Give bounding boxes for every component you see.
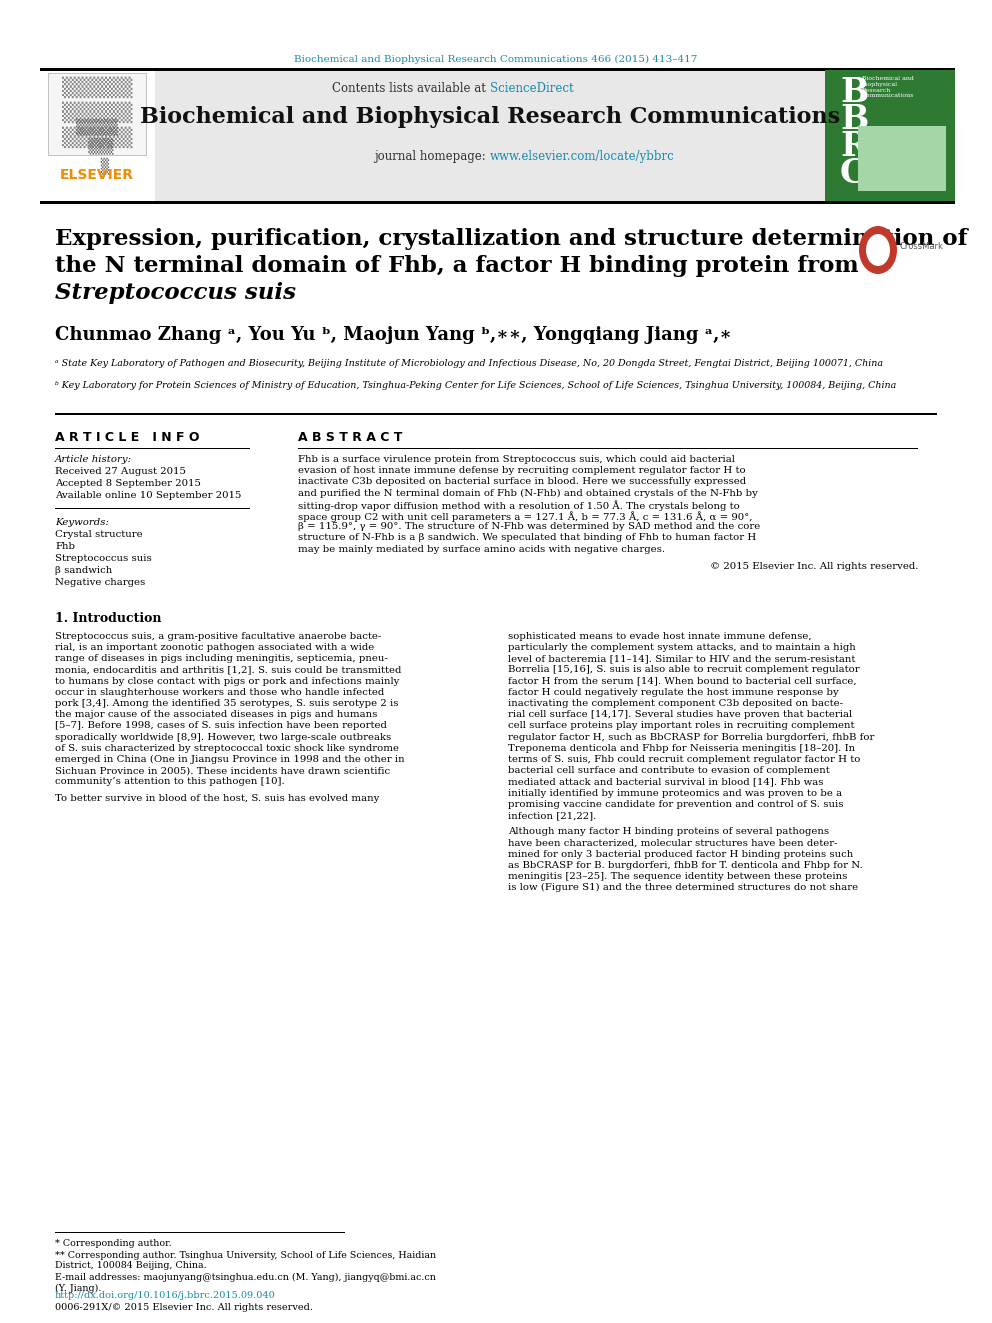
Text: promising vaccine candidate for prevention and control of S. suis: promising vaccine candidate for preventi… [508,800,843,808]
Text: Streptococcus suis, a gram-positive facultative anaerobe bacte-: Streptococcus suis, a gram-positive facu… [55,632,381,640]
Bar [858,126,946,191]
Text: evasion of host innate immune defense by recruiting complement regulator factor : evasion of host innate immune defense by… [298,466,746,475]
Text: Sichuan Province in 2005). These incidents have drawn scientific: Sichuan Province in 2005). These inciden… [55,766,390,775]
Text: C: C [840,157,866,191]
Bar [40,67,955,70]
Bar [48,73,146,155]
Text: Negative charges: Negative charges [55,578,145,587]
Text: may be mainly mediated by surface amino acids with negative charges.: may be mainly mediated by surface amino … [298,545,665,553]
Text: sophisticated means to evade host innate immune defense,: sophisticated means to evade host innate… [508,632,811,640]
Text: Article history:: Article history: [55,455,132,464]
Text: emerged in China (One in Jiangsu Province in 1998 and the other in: emerged in China (One in Jiangsu Provinc… [55,755,405,765]
Text: inactivating the complement component C3b deposited on bacte-: inactivating the complement component C3… [508,699,843,708]
Text: ᵃ State Key Laboratory of Pathogen and Biosecurity, Beijing Institute of Microbi: ᵃ State Key Laboratory of Pathogen and B… [55,359,883,368]
Text: © 2015 Elsevier Inc. All rights reserved.: © 2015 Elsevier Inc. All rights reserved… [709,562,918,570]
Text: CrossMark: CrossMark [900,242,943,251]
Text: mined for only 3 bacterial produced factor H binding proteins such: mined for only 3 bacterial produced fact… [508,849,853,859]
Text: A R T I C L E   I N F O: A R T I C L E I N F O [55,431,199,445]
Text: R: R [840,130,868,163]
Text: space group C2 with unit cell parameters a = 127.1 Å, b = 77.3 Å, c = 131.6 Å, α: space group C2 with unit cell parameters… [298,511,753,521]
Text: Although many factor H binding proteins of several pathogens: Although many factor H binding proteins … [508,827,829,836]
Text: Chunmao Zhang ᵃ, You Yu ᵇ, Maojun Yang ᵇ,∗∗, Yongqiang Jiang ᵃ,∗: Chunmao Zhang ᵃ, You Yu ᵇ, Maojun Yang ᵇ… [55,325,732,344]
Text: Contents lists available at: Contents lists available at [332,82,490,95]
Text: Expression, purification, crystallization and structure determination of: Expression, purification, crystallizatio… [55,228,967,250]
Text: Streptococcus suis: Streptococcus suis [55,282,296,304]
Text: and purified the N terminal domain of Fhb (N-Fhb) and obtained crystals of the N: and purified the N terminal domain of Fh… [298,488,758,497]
Text: To better survive in blood of the host, S. suis has evolved many: To better survive in blood of the host, … [55,794,379,803]
Text: Borrelia [15,16], S. suis is also able to recruit complement regulator: Borrelia [15,16], S. suis is also able t… [508,665,860,675]
Text: inactivate C3b deposited on bacterial surface in blood. Here we successfully exp: inactivate C3b deposited on bacterial su… [298,478,746,487]
Text: have been characterized, molecular structures have been deter-: have been characterized, molecular struc… [508,839,837,848]
Text: ▒▒▒▒▒▒
▒▒▒▒▒▒
▒▒▒▒▒▒: ▒▒▒▒▒▒ ▒▒▒▒▒▒ ▒▒▒▒▒▒ [62,75,132,148]
Text: Fhb: Fhb [55,542,75,550]
Text: as BbCRASP for B. burgdorferi, fhbB for T. denticola and Fhbp for N.: as BbCRASP for B. burgdorferi, fhbB for … [508,861,863,869]
Text: particularly the complement system attacks, and to maintain a high: particularly the complement system attac… [508,643,856,652]
Text: Biochemical and Biophysical Research Communications 466 (2015) 413–417: Biochemical and Biophysical Research Com… [295,56,697,64]
Text: ▒▒▒▒▒
 ▒▒▒
  ▒: ▒▒▒▒▒ ▒▒▒ ▒ [76,118,118,175]
Text: structure of N-Fhb is a β sandwich. We speculated that binding of Fhb to human f: structure of N-Fhb is a β sandwich. We s… [298,533,756,542]
Text: terms of S. suis, Fhb could recruit complement regulator factor H to: terms of S. suis, Fhb could recruit comp… [508,755,860,763]
Ellipse shape [859,226,897,274]
Text: β = 115.9°, γ = 90°. The structure of N-Fhb was determined by SAD method and the: β = 115.9°, γ = 90°. The structure of N-… [298,523,760,532]
Text: * Corresponding author.: * Corresponding author. [55,1240,172,1248]
Text: Received 27 August 2015: Received 27 August 2015 [55,467,186,476]
Text: 0006-291X/© 2015 Elsevier Inc. All rights reserved.: 0006-291X/© 2015 Elsevier Inc. All right… [55,1303,313,1312]
Text: ELSEVIER: ELSEVIER [60,168,134,183]
Text: rial, is an important zoonotic pathogen associated with a wide: rial, is an important zoonotic pathogen … [55,643,374,652]
Text: Streptococcus suis: Streptococcus suis [55,554,152,564]
Text: level of bacteremia [11–14]. Similar to HIV and the serum-resistant: level of bacteremia [11–14]. Similar to … [508,654,855,663]
Text: Available online 10 September 2015: Available online 10 September 2015 [55,491,241,500]
Text: B: B [840,103,868,136]
Text: Biochemical and
Biophysical
Research
Communications: Biochemical and Biophysical Research Com… [862,75,915,98]
Text: monia, endocarditis and arthritis [1,2]. S. suis could be transmitted: monia, endocarditis and arthritis [1,2].… [55,665,402,675]
Bar [55,413,937,414]
Text: sporadically worldwide [8,9]. However, two large-scale outbreaks: sporadically worldwide [8,9]. However, t… [55,733,391,742]
Text: infection [21,22].: infection [21,22]. [508,811,596,820]
Text: of S. suis characterized by streptococcal toxic shock like syndrome: of S. suis characterized by streptococca… [55,744,399,753]
Text: Crystal structure: Crystal structure [55,531,143,538]
Text: meningitis [23–25]. The sequence identity between these proteins: meningitis [23–25]. The sequence identit… [508,872,847,881]
Text: initially identified by immune proteomics and was proven to be a: initially identified by immune proteomic… [508,789,842,798]
Text: regulator factor H, such as BbCRASP for Borrelia burgdorferi, fhbB for: regulator factor H, such as BbCRASP for … [508,733,874,742]
Text: www.elsevier.com/locate/ybbrc: www.elsevier.com/locate/ybbrc [490,149,675,163]
Text: the N terminal domain of Fhb, a factor H binding protein from: the N terminal domain of Fhb, a factor H… [55,255,859,277]
Text: range of diseases in pigs including meningitis, septicemia, pneu-: range of diseases in pigs including meni… [55,654,388,663]
Text: community’s attention to this pathogen [10].: community’s attention to this pathogen [… [55,778,285,786]
Text: Fhb is a surface virulence protein from Streptococcus suis, which could aid bact: Fhb is a surface virulence protein from … [298,455,735,464]
Text: [5–7]. Before 1998, cases of S. suis infection have been reported: [5–7]. Before 1998, cases of S. suis inf… [55,721,387,730]
Text: β sandwich: β sandwich [55,566,112,576]
Text: to humans by close contact with pigs or pork and infections mainly: to humans by close contact with pigs or … [55,676,400,685]
Text: the major cause of the associated diseases in pigs and humans: the major cause of the associated diseas… [55,710,377,720]
Text: factor H from the serum [14]. When bound to bacterial cell surface,: factor H from the serum [14]. When bound… [508,676,857,685]
Text: ** Corresponding author. Tsinghua University, School of Life Sciences, Haidian
D: ** Corresponding author. Tsinghua Univer… [55,1252,436,1270]
Text: sitting-drop vapor diffusion method with a resolution of 1.50 Å. The crystals be: sitting-drop vapor diffusion method with… [298,500,740,511]
Text: factor H could negatively regulate the host immune response by: factor H could negatively regulate the h… [508,688,839,697]
Text: 1. Introduction: 1. Introduction [55,611,162,624]
Text: bacterial cell surface and contribute to evasion of complement: bacterial cell surface and contribute to… [508,766,829,775]
Text: is low (Figure S1) and the three determined structures do not share: is low (Figure S1) and the three determi… [508,884,858,892]
Text: ScienceDirect: ScienceDirect [490,82,573,95]
Text: E-mail addresses: maojunyang@tsinghua.edu.cn (M. Yang), jiangyq@bmi.ac.cn
(Y. Ji: E-mail addresses: maojunyang@tsinghua.ed… [55,1273,435,1293]
Text: ᵇ Key Laboratory for Protein Sciences of Ministry of Education, Tsinghua-Peking : ᵇ Key Laboratory for Protein Sciences of… [55,381,896,390]
Bar [40,201,955,204]
Text: Keywords:: Keywords: [55,519,109,527]
Bar [825,70,955,201]
Text: Treponema denticola and Fhbp for Neisseria meningitis [18–20]. In: Treponema denticola and Fhbp for Neisser… [508,744,855,753]
Text: pork [3,4]. Among the identified 35 serotypes, S. suis serotype 2 is: pork [3,4]. Among the identified 35 sero… [55,699,399,708]
Text: rial cell surface [14,17]. Several studies have proven that bacterial: rial cell surface [14,17]. Several studi… [508,710,852,720]
Text: Accepted 8 September 2015: Accepted 8 September 2015 [55,479,200,488]
Bar [40,67,155,202]
Text: cell surface proteins play important roles in recruiting complement: cell surface proteins play important rol… [508,721,854,730]
Text: journal homepage:: journal homepage: [375,149,490,163]
Text: B: B [840,75,868,108]
Text: Biochemical and Biophysical Research Communications: Biochemical and Biophysical Research Com… [140,106,840,128]
Ellipse shape [866,234,890,266]
Text: http://dx.doi.org/10.1016/j.bbrc.2015.09.040: http://dx.doi.org/10.1016/j.bbrc.2015.09… [55,1291,276,1301]
Bar [155,67,825,202]
Text: A B S T R A C T: A B S T R A C T [298,431,403,445]
Text: mediated attack and bacterial survival in blood [14]. Fhb was: mediated attack and bacterial survival i… [508,778,823,786]
Text: occur in slaughterhouse workers and those who handle infected: occur in slaughterhouse workers and thos… [55,688,384,697]
